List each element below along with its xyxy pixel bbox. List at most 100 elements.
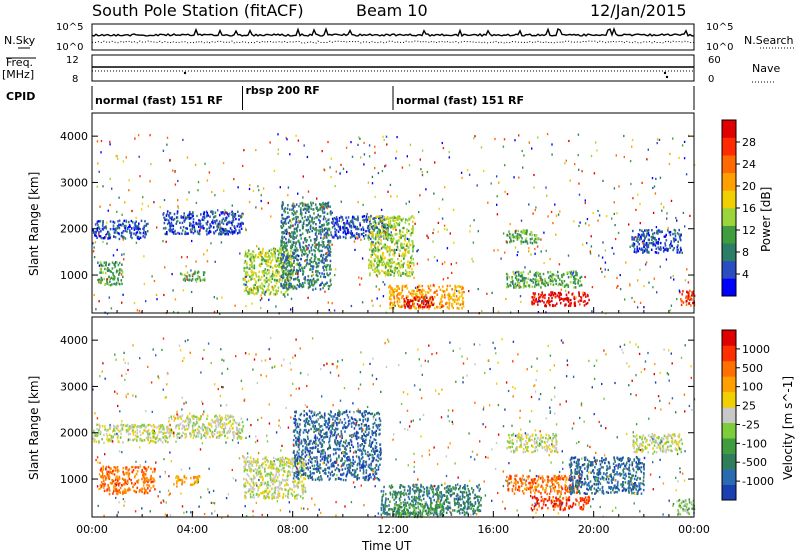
echo-cell xyxy=(321,225,323,228)
echo-cell xyxy=(580,299,583,302)
echo-cell xyxy=(372,304,374,307)
echo-cell xyxy=(656,232,658,235)
echo-cell xyxy=(287,251,289,255)
echo-cell xyxy=(173,415,175,418)
echo-cell xyxy=(301,224,304,227)
echo-cell xyxy=(185,227,187,230)
echo-cell xyxy=(169,227,172,230)
echo-cell xyxy=(468,290,470,293)
echo-cell xyxy=(186,275,188,278)
echo-cell xyxy=(505,272,508,276)
date-label: 12/Jan/2015 xyxy=(590,1,687,20)
echo-cell xyxy=(572,272,574,275)
echo-cell xyxy=(396,223,399,226)
echo-cell xyxy=(395,216,398,220)
echo-cell xyxy=(559,278,561,281)
echo-cell xyxy=(294,245,297,248)
echo-cell xyxy=(154,425,156,429)
echo-cell xyxy=(406,271,408,274)
echo-cell xyxy=(194,429,196,432)
echo-cell xyxy=(280,256,283,259)
echo-cell xyxy=(310,249,313,252)
echo-cell xyxy=(109,277,112,280)
echo-cell xyxy=(401,290,403,293)
echo-cell xyxy=(265,276,268,280)
echo-cell xyxy=(284,229,287,232)
echo-cell xyxy=(296,254,299,257)
echo-cell xyxy=(174,170,176,174)
echo-cell xyxy=(370,264,373,267)
echo-cell xyxy=(474,135,476,138)
echo-cell xyxy=(293,248,296,252)
echo-cell xyxy=(453,298,456,301)
echo-cell xyxy=(327,247,329,251)
echo-cell xyxy=(380,239,382,242)
echo-cell xyxy=(421,290,423,294)
echo-cell xyxy=(564,297,567,300)
echo-cell xyxy=(332,219,335,223)
echo-cell xyxy=(173,419,176,422)
echo-cell xyxy=(573,286,575,289)
echo-cell xyxy=(537,296,540,299)
echo-cell xyxy=(252,250,255,253)
echo-cell xyxy=(573,275,575,279)
echo-cell xyxy=(408,301,410,305)
echo-cell xyxy=(428,287,430,290)
echo-cell xyxy=(151,275,153,278)
echo-cell xyxy=(414,297,416,300)
echo-cell xyxy=(387,262,390,266)
echo-cell xyxy=(244,250,247,254)
echo-cell xyxy=(425,302,428,305)
echo-cell xyxy=(388,273,390,277)
echo-cell xyxy=(524,266,526,269)
echo-cell xyxy=(142,473,144,477)
echo-cell xyxy=(282,253,284,256)
echo-cell xyxy=(293,237,295,240)
echo-cell xyxy=(292,270,295,273)
echo-cell xyxy=(384,233,387,236)
echo-cell xyxy=(311,279,314,282)
echo-cell xyxy=(163,217,166,220)
echo-cell xyxy=(238,225,241,229)
echo-cell xyxy=(203,277,206,280)
echo-cell xyxy=(193,272,195,276)
echo-cell xyxy=(448,307,450,310)
echo-cell xyxy=(340,200,342,203)
echo-cell xyxy=(96,221,98,225)
echo-cell xyxy=(638,233,640,237)
echo-cell xyxy=(448,294,451,298)
echo-cell xyxy=(237,223,240,226)
echo-cell xyxy=(195,280,198,283)
echo-cell xyxy=(219,312,221,315)
echo-cell xyxy=(308,235,311,239)
echo-cell xyxy=(313,212,315,215)
echo-cell xyxy=(688,302,691,305)
echo-cell xyxy=(168,221,170,224)
echo-cell xyxy=(330,210,332,213)
echo-cell xyxy=(181,481,184,484)
echo-cell xyxy=(349,220,352,223)
echo-cell xyxy=(269,265,272,269)
echo-cell xyxy=(198,432,200,435)
echo-cell xyxy=(591,310,593,313)
echo-cell xyxy=(315,269,317,273)
echo-cell xyxy=(314,256,317,259)
echo-cell xyxy=(109,228,112,231)
echo-cell xyxy=(113,425,116,429)
echo-cell xyxy=(118,196,120,199)
echo-cell xyxy=(305,240,308,243)
echo-cell xyxy=(146,479,148,483)
echo-cell xyxy=(174,426,177,429)
echo-cell xyxy=(281,235,283,238)
echo-cell xyxy=(669,152,671,155)
echo-cell xyxy=(290,255,293,258)
echo-cell xyxy=(415,295,417,299)
echo-cell xyxy=(418,284,420,288)
echo-cell xyxy=(352,220,354,223)
echo-cell xyxy=(427,305,430,308)
echo-cell xyxy=(169,216,171,220)
echo-cell xyxy=(406,302,408,306)
echo-cell xyxy=(238,423,241,426)
echo-cell xyxy=(194,272,196,275)
